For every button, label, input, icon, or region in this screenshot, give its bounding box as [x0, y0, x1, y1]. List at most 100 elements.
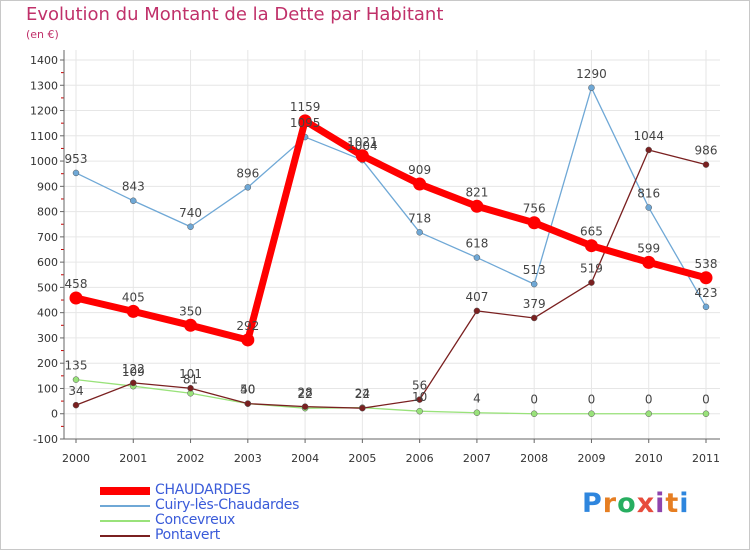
- x-tick-label: 2008: [520, 452, 548, 465]
- logo-letter: i: [655, 488, 666, 519]
- data-label: 122: [122, 362, 145, 376]
- data-point: [588, 279, 595, 286]
- data-point: [416, 229, 423, 236]
- x-tick-label: 2010: [635, 452, 663, 465]
- y-tick-label: 300: [37, 332, 58, 345]
- data-label: 28: [297, 386, 312, 400]
- data-label: 1044: [633, 129, 664, 143]
- data-point: [470, 199, 484, 213]
- data-label: 718: [408, 211, 431, 225]
- data-point: [416, 407, 423, 415]
- data-label: 24: [355, 387, 370, 401]
- x-tick-label: 2001: [119, 452, 147, 465]
- data-label: 1290: [576, 67, 607, 81]
- legend-swatch: [100, 487, 150, 495]
- data-point: [699, 271, 713, 285]
- data-label: 1021: [347, 135, 378, 149]
- data-label: 22: [297, 387, 312, 401]
- data-label: 599: [637, 241, 660, 255]
- y-tick-label: 0: [51, 408, 58, 421]
- data-point: [645, 146, 652, 154]
- data-point: [702, 161, 710, 168]
- legend-swatch: [100, 535, 150, 537]
- data-point: [72, 401, 80, 409]
- data-label: 0: [702, 393, 710, 407]
- data-label: 423: [695, 286, 718, 300]
- x-tick-label: 2004: [291, 452, 319, 465]
- data-point: [69, 291, 83, 305]
- data-label: 458: [65, 277, 88, 291]
- data-label: 135: [65, 359, 88, 373]
- data-point: [126, 304, 140, 318]
- series-line-chaudardes: [75, 117, 707, 344]
- data-label: 350: [179, 304, 202, 318]
- x-tick-label: 2011: [692, 452, 720, 465]
- data-label: 756: [523, 202, 546, 216]
- data-point: [298, 114, 312, 128]
- data-point: [645, 410, 652, 417]
- y-tick-label: 1100: [30, 130, 58, 143]
- data-label: 519: [580, 262, 603, 276]
- data-label: 740: [179, 206, 202, 220]
- data-point: [473, 307, 481, 315]
- data-point: [588, 410, 595, 417]
- logo-letter: i: [679, 488, 690, 519]
- data-point: [187, 384, 194, 392]
- data-point: [72, 169, 80, 177]
- data-label: 40: [240, 383, 255, 397]
- data-point: [702, 303, 710, 311]
- x-tick-label: 2006: [406, 452, 434, 465]
- data-label: 22: [355, 387, 370, 401]
- x-tick-label: 2009: [577, 452, 605, 465]
- legend-label: CHAUDARDES: [155, 482, 251, 498]
- data-point: [645, 204, 652, 211]
- data-label: 34: [68, 384, 83, 398]
- data-label: 10: [412, 390, 427, 404]
- data-point: [301, 403, 309, 410]
- y-tick-label: 200: [37, 357, 58, 370]
- data-label: 821: [465, 185, 488, 199]
- series-line-cuiry-l-s-chaudardes: [75, 87, 707, 308]
- data-point: [244, 184, 252, 191]
- y-tick-label: 700: [37, 231, 58, 244]
- data-point: [584, 239, 598, 253]
- data-label: 953: [65, 152, 88, 166]
- y-tick-label: 1200: [30, 105, 58, 118]
- data-point: [184, 318, 198, 332]
- y-tick-label: 1000: [30, 155, 58, 168]
- data-label: 1159: [290, 100, 321, 114]
- legend-label: Concevreux: [155, 512, 236, 528]
- logo-letter: P: [582, 488, 603, 519]
- data-label: 81: [183, 372, 198, 386]
- chart-unit-label: (en €): [26, 28, 59, 41]
- logo-letter: r: [602, 488, 618, 519]
- data-label: 405: [122, 290, 145, 304]
- legend-label: Cuiry-lès-Chaudardes: [155, 497, 300, 513]
- data-point: [187, 223, 194, 231]
- data-point: [530, 280, 538, 288]
- data-point: [416, 396, 423, 403]
- data-label: 843: [122, 180, 145, 194]
- data-label: 986: [695, 144, 718, 158]
- data-label: 4: [473, 392, 481, 406]
- y-tick-label: 400: [37, 307, 58, 320]
- y-tick-label: 1400: [30, 54, 58, 67]
- proxiti-logo: Proxiti: [582, 488, 690, 519]
- y-tick-label: 500: [37, 281, 58, 294]
- data-label: 0: [645, 393, 653, 407]
- data-point: [530, 314, 538, 322]
- y-tick-label: 800: [37, 206, 58, 219]
- legend-swatch: [100, 505, 150, 507]
- data-point: [130, 197, 137, 204]
- logo-letter: x: [636, 488, 656, 519]
- x-tick-label: 2000: [62, 452, 90, 465]
- data-label: 665: [580, 225, 603, 239]
- data-point: [72, 376, 80, 383]
- x-tick-label: 2002: [177, 452, 205, 465]
- chart-title: Evolution du Montant de la Dette par Hab…: [26, 4, 444, 25]
- data-label: 56: [412, 379, 427, 393]
- data-point: [473, 409, 481, 416]
- y-tick-label: 100: [37, 382, 58, 395]
- data-point: [473, 254, 481, 261]
